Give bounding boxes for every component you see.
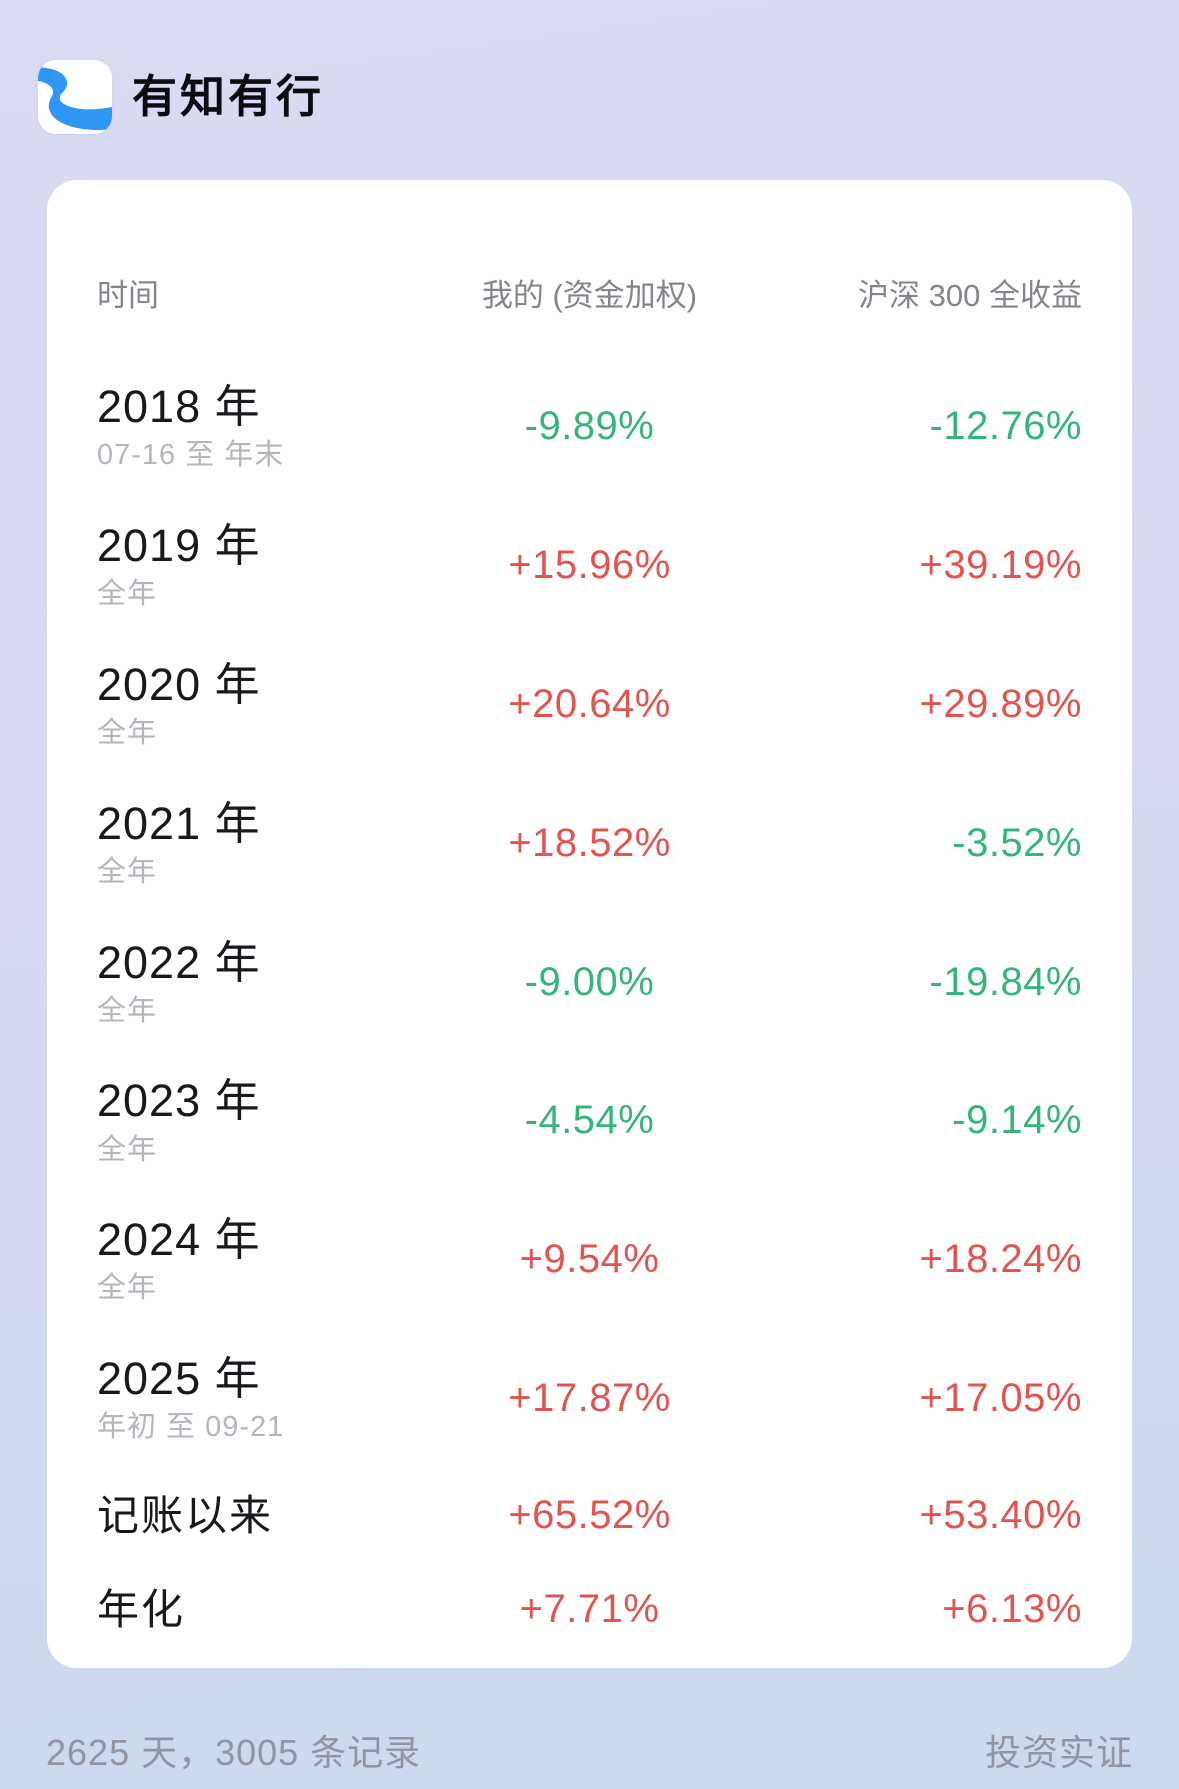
header-time: 时间 <box>97 278 159 313</box>
benchmark-return-value: +53.40% <box>919 1493 1082 1538</box>
period-range: 全年 <box>97 1133 158 1166</box>
app-title: 有知有行 <box>132 70 325 123</box>
verification-label: 投资实证 <box>984 1732 1133 1774</box>
benchmark-return-value: +39.19% <box>919 542 1082 587</box>
page-footer: 2625 天，3005 条记录 投资实证 <box>0 1724 1179 1776</box>
period-cell: 2018 年 07-16 至 年末 <box>97 380 397 473</box>
my-return-value: +15.96% <box>508 542 671 587</box>
period-cell: 记账以来 <box>97 1491 397 1541</box>
my-return-value: +17.87% <box>508 1376 671 1421</box>
period-label: 2021 年 <box>97 797 261 849</box>
river-logo-icon <box>38 60 112 134</box>
benchmark-return-value: +6.13% <box>942 1586 1082 1631</box>
table-row: 2020 年 全年 +20.64% +29.89% <box>97 658 1082 751</box>
period-label: 2025 年 <box>97 1353 261 1405</box>
period-label: 记账以来 <box>97 1492 274 1540</box>
table-row: 2018 年 07-16 至 年末 -9.89% -12.76% <box>97 380 1082 473</box>
my-return-value: +9.54% <box>519 1237 660 1282</box>
benchmark-return-value: -12.76% <box>929 403 1082 448</box>
my-return-value: +65.52% <box>508 1493 671 1538</box>
table-row-since-inception: 记账以来 +65.52% +53.40% <box>97 1491 1082 1541</box>
benchmark-return-value: +18.24% <box>919 1237 1082 1282</box>
period-range: 年初 至 09-21 <box>97 1411 285 1444</box>
period-cell: 2020 年 全年 <box>97 658 397 751</box>
app-logo <box>38 60 112 134</box>
my-return-value: +20.64% <box>508 681 671 726</box>
period-range: 07-16 至 年末 <box>97 439 285 472</box>
table-row: 2024 年 全年 +9.54% +18.24% <box>97 1213 1082 1306</box>
period-cell: 年化 <box>97 1585 397 1635</box>
my-return-value: -9.00% <box>524 959 655 1004</box>
header-my-return: 我的 (资金加权) <box>481 278 698 313</box>
benchmark-return-value: +17.05% <box>919 1376 1082 1421</box>
benchmark-return-value: -9.14% <box>952 1098 1082 1143</box>
header-benchmark: 沪深 300 全收益 <box>858 278 1082 313</box>
period-label: 年化 <box>97 1585 186 1633</box>
period-label: 2020 年 <box>97 658 261 710</box>
table-row: 2022 年 全年 -9.00% -19.84% <box>97 936 1082 1029</box>
period-cell: 2025 年 年初 至 09-21 <box>97 1352 397 1445</box>
period-range: 全年 <box>97 1272 158 1305</box>
period-label: 2018 年 <box>97 381 261 432</box>
period-range: 全年 <box>97 855 158 888</box>
period-cell: 2021 年 全年 <box>97 797 397 890</box>
period-cell: 2024 年 全年 <box>97 1213 397 1306</box>
my-return-value: +7.71% <box>519 1586 660 1631</box>
period-cell: 2022 年 全年 <box>97 936 397 1029</box>
period-range: 全年 <box>97 994 158 1027</box>
returns-card: 时间 我的 (资金加权) 沪深 300 全收益 2018 年 07-16 至 年… <box>47 180 1132 1669</box>
period-label: 2022 年 <box>97 936 261 988</box>
my-return-value: -4.54% <box>524 1098 655 1143</box>
benchmark-return-value: +29.89% <box>919 681 1082 726</box>
table-row: 2023 年 全年 -4.54% -9.14% <box>97 1074 1082 1167</box>
period-cell: 2019 年 全年 <box>97 519 397 612</box>
period-label: 2019 年 <box>97 519 261 571</box>
benchmark-return-value: -19.84% <box>929 959 1082 1004</box>
table-row: 2021 年 全年 +18.52% -3.52% <box>97 797 1082 890</box>
app-header: 有知有行 <box>0 0 1179 134</box>
my-return-value: -9.89% <box>524 403 655 448</box>
table-row-annualized: 年化 +7.71% +6.13% <box>97 1585 1082 1635</box>
table-header-row: 时间 我的 (资金加权) 沪深 300 全收益 <box>97 276 1082 316</box>
period-label: 2024 年 <box>97 1214 261 1266</box>
period-range: 全年 <box>97 716 158 749</box>
table-row: 2019 年 全年 +15.96% +39.19% <box>97 519 1082 612</box>
record-summary: 2625 天，3005 条记录 <box>46 1732 422 1774</box>
my-return-value: +18.52% <box>508 820 671 865</box>
benchmark-return-value: -3.52% <box>952 820 1082 865</box>
table-row: 2025 年 年初 至 09-21 +17.87% +17.05% <box>97 1352 1082 1445</box>
period-range: 全年 <box>97 577 158 610</box>
period-cell: 2023 年 全年 <box>97 1074 397 1167</box>
period-label: 2023 年 <box>97 1075 261 1127</box>
